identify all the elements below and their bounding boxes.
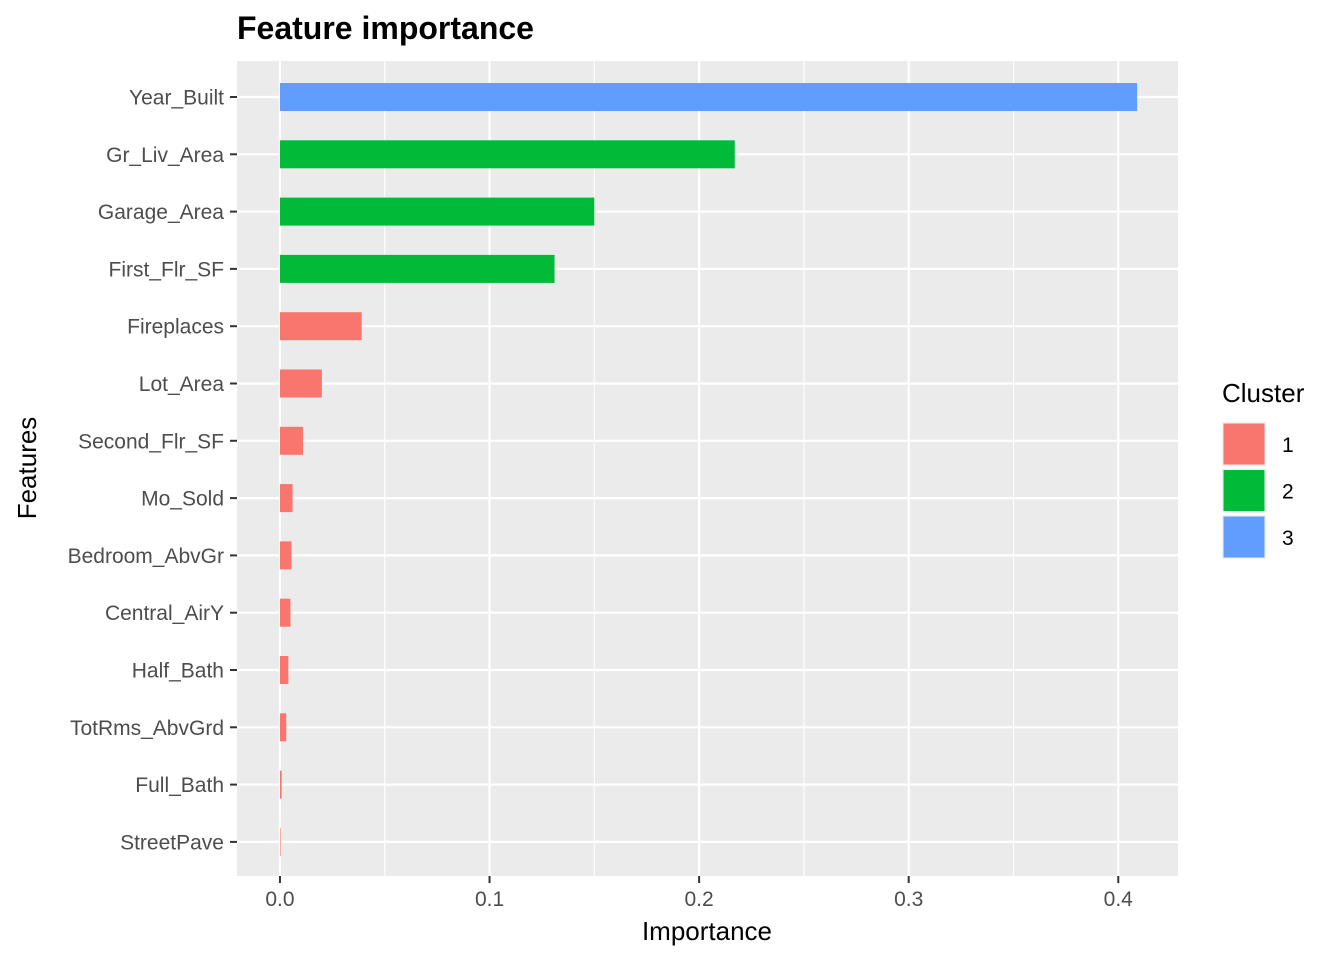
bar-totrms-abvgrd — [279, 713, 287, 742]
y-tick-label: Mo_Sold — [141, 488, 224, 511]
bar-year-built — [279, 83, 1138, 111]
legend-key-3 — [1223, 516, 1265, 558]
x-tick-label: 0.4 — [1104, 888, 1134, 911]
y-tick-label: Gr_Liv_Area — [106, 144, 224, 167]
x-tick-label: 0.0 — [265, 888, 294, 911]
bars — [279, 83, 1138, 856]
y-tick-label: Second_Flr_SF — [78, 430, 224, 453]
bar-bedroom-abvgr — [279, 541, 292, 570]
y-tick-label: Half_Bath — [132, 660, 224, 683]
bar-half-bath — [279, 656, 289, 684]
bar-lot-area — [279, 369, 322, 398]
y-tick-label: Full_Bath — [135, 774, 224, 797]
x-axis: 0.0 0.1 0.2 0.3 0.4 — [265, 876, 1133, 911]
bar-mo-sold — [279, 484, 293, 513]
legend-title: Cluster — [1222, 378, 1305, 408]
y-tick-label: First_Flr_SF — [109, 258, 225, 281]
bar-central-airy — [279, 598, 291, 627]
bar-streetpave — [279, 827, 281, 856]
legend: Cluster 1 2 3 — [1222, 378, 1305, 559]
y-tick-label: StreetPave — [120, 831, 224, 854]
y-tick-label: Bedroom_AbvGr — [68, 545, 224, 568]
y-tick-label: Year_Built — [129, 87, 224, 110]
legend-label-2: 2 — [1282, 481, 1294, 504]
y-axis: Year_Built Gr_Liv_Area Garage_Area First_Fl… — [68, 87, 237, 854]
bar-second-flr-sf — [279, 426, 304, 455]
bar-fireplaces — [279, 312, 362, 341]
y-tick-label: TotRms_AbvGrd — [70, 717, 224, 740]
x-tick-label: 0.3 — [894, 888, 923, 911]
legend-key-2 — [1223, 470, 1265, 511]
bar-full-bath — [279, 770, 282, 799]
y-tick-label: Fireplaces — [127, 316, 224, 339]
y-tick-label: Garage_Area — [98, 201, 224, 224]
legend-label-3: 3 — [1282, 527, 1294, 550]
bar-garage-area — [279, 197, 595, 226]
x-tick-label: 0.2 — [685, 888, 714, 911]
y-axis-title: Features — [12, 417, 42, 520]
bar-first-flr-sf — [279, 254, 555, 283]
x-tick-label: 0.1 — [475, 888, 504, 911]
legend-key-1 — [1223, 423, 1265, 465]
bar-gr-liv-area — [279, 140, 735, 169]
x-axis-title: Importance — [642, 916, 772, 946]
y-tick-label: Central_AirY — [105, 602, 224, 625]
legend-label-1: 1 — [1282, 434, 1294, 457]
y-tick-label: Lot_Area — [139, 373, 225, 396]
plot-panel — [237, 61, 1178, 876]
chart-title: Feature importance — [237, 10, 534, 46]
